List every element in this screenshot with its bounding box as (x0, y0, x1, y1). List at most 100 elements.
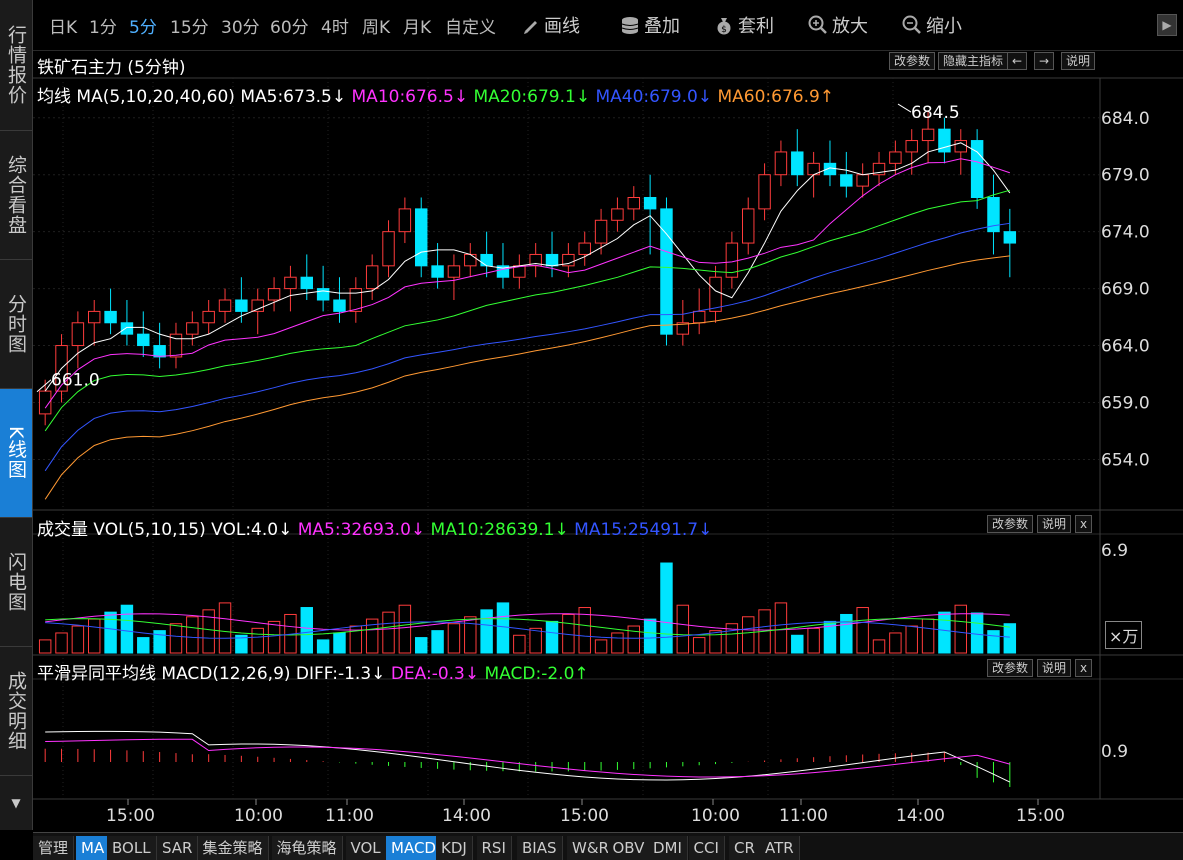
macd-help-button[interactable]: 说明 (1037, 659, 1072, 677)
candle-body (578, 242, 591, 255)
draw-line-button[interactable]: 画线 (522, 12, 580, 38)
bottom-tab-vol[interactable]: VOL (345, 836, 387, 860)
volume-bar (627, 625, 640, 654)
volume-bar (709, 630, 722, 654)
volume-bar (447, 623, 461, 654)
volume-bar (415, 637, 428, 654)
vol-params-button[interactable]: 改参数 (987, 515, 1034, 533)
zoom-out-icon (902, 15, 921, 34)
vol-legend: 成交量 VOL(5,10,15) VOL:4.0↓ MA5:32693.0↓ M… (37, 515, 712, 540)
period-5min[interactable]: 5分 (129, 18, 157, 38)
volume-bar (55, 632, 68, 654)
period-4h[interactable]: 4时 (321, 18, 349, 38)
tab-kline[interactable]: K线图 (0, 389, 32, 518)
volume-bar (529, 627, 542, 654)
main-params-button[interactable]: 改参数 (889, 52, 936, 70)
zoom-out-label: 缩小 (926, 16, 962, 37)
period-30min[interactable]: 30分 (221, 18, 260, 38)
candle-body (970, 140, 984, 198)
tab-quotes[interactable]: 行情报价 (0, 0, 32, 131)
candle-body (71, 322, 85, 347)
period-week[interactable]: 周K (362, 18, 391, 38)
volume-bar (251, 627, 264, 654)
period-day[interactable]: 日K (49, 18, 78, 38)
kline-chart-canvas[interactable]: 684.0 679.0 674.0 669.0 664.0 659.0 654.0 684.5… (33, 50, 1183, 832)
price-axis-label: 669.0 (1101, 280, 1150, 300)
ma20-line (44, 189, 1010, 432)
candle-body (562, 253, 575, 267)
bottom-tab-bias[interactable]: BIAS (517, 836, 563, 860)
bottom-tab--[interactable]: 管理 (33, 836, 75, 860)
tab-intraday[interactable]: 分时图 (0, 260, 32, 389)
bottom-tab-sar[interactable]: SAR (157, 836, 199, 860)
scroll-right-button[interactable]: → (1034, 52, 1055, 70)
zoom-in-label: 放大 (832, 16, 868, 37)
pencil-icon (524, 21, 537, 34)
period-60min[interactable]: 60分 (270, 18, 309, 38)
bottom-tab-cci[interactable]: CCI (688, 836, 725, 860)
chart-title: 铁矿石主力 (5分钟) (37, 58, 186, 78)
svg-text:$: $ (721, 25, 727, 35)
zoom-in-button[interactable]: 放大 (808, 12, 868, 38)
tab-overview[interactable]: 综合看盘 (0, 131, 32, 260)
candle-body (987, 197, 1000, 233)
bottom-tab-kdj[interactable]: KDJ (436, 836, 473, 860)
vol-help-button[interactable]: 说明 (1037, 515, 1072, 533)
bottom-tab-boll[interactable]: BOLL (107, 836, 157, 860)
volume-bar (545, 620, 559, 654)
overlay-button[interactable]: 叠加 (620, 12, 680, 38)
volume-bar (725, 623, 739, 654)
period-15min[interactable]: 15分 (170, 18, 209, 38)
macd-axis-label: 0.9 (1101, 742, 1128, 762)
high-price-label: 684.5 (911, 103, 960, 123)
bottom-tab-cr[interactable]: CR (729, 836, 761, 860)
candle-body (905, 140, 918, 153)
price-axis-label: 654.0 (1101, 450, 1150, 470)
time-axis-label: 14:00 (442, 806, 491, 826)
bottom-tab-macd[interactable]: MACD (386, 836, 442, 860)
candle-body (496, 265, 510, 278)
scroll-left-button[interactable]: ← (1007, 52, 1028, 70)
volume-bar (104, 611, 117, 654)
bottom-tab--[interactable]: 海龟策略 (271, 836, 343, 860)
candle-body (267, 288, 281, 301)
candle-body (169, 333, 183, 358)
volume-bar (153, 630, 166, 654)
arbitrage-button[interactable]: $ 套利 (714, 12, 774, 38)
scroll-right-arrow-icon[interactable]: ▶ (1157, 14, 1177, 36)
bottom-tab-ma[interactable]: MA (76, 836, 111, 860)
candle-body (774, 151, 788, 176)
zoom-out-button[interactable]: 缩小 (902, 12, 962, 38)
bottom-tab--[interactable]: 集金策略 (197, 836, 269, 860)
vol-close-button[interactable]: x (1075, 515, 1093, 533)
volume-bar (169, 623, 183, 654)
hide-indicator-button[interactable]: 隐藏主指标 (938, 52, 1009, 70)
tab-trades[interactable]: 成交明细 (0, 647, 32, 776)
candle-body (284, 276, 297, 290)
period-custom[interactable]: 自定义 (445, 18, 496, 38)
volume-bar (267, 620, 281, 654)
bottom-tab-rsi[interactable]: RSI (476, 836, 512, 860)
volume-bar (823, 620, 837, 654)
candle-body (431, 265, 444, 278)
volume-bar (464, 616, 477, 654)
volume-bar (382, 611, 395, 654)
macd-close-button[interactable]: x (1075, 659, 1093, 677)
period-1min[interactable]: 1分 (89, 18, 117, 38)
tab-flash[interactable]: 闪电图 (0, 518, 32, 647)
candle-body (758, 174, 771, 210)
candle-body (464, 253, 477, 267)
bottom-tab-w-r[interactable]: W&R (567, 836, 615, 860)
collapse-icon[interactable]: ▼ (9, 795, 23, 811)
period-month[interactable]: 月K (403, 18, 432, 38)
vol-axis-label: 6.9 (1101, 541, 1128, 561)
candle-body (545, 253, 559, 267)
candle-body (88, 310, 101, 324)
bottom-tab-dmi[interactable]: DMI (648, 836, 688, 860)
bottom-tab-atr[interactable]: ATR (760, 836, 800, 860)
main-help-button[interactable]: 说明 (1061, 52, 1096, 70)
arbitrage-label: 套利 (738, 16, 774, 37)
bottom-tab-obv[interactable]: OBV (607, 836, 651, 860)
draw-line-label: 画线 (544, 16, 580, 37)
macd-params-button[interactable]: 改参数 (987, 659, 1034, 677)
